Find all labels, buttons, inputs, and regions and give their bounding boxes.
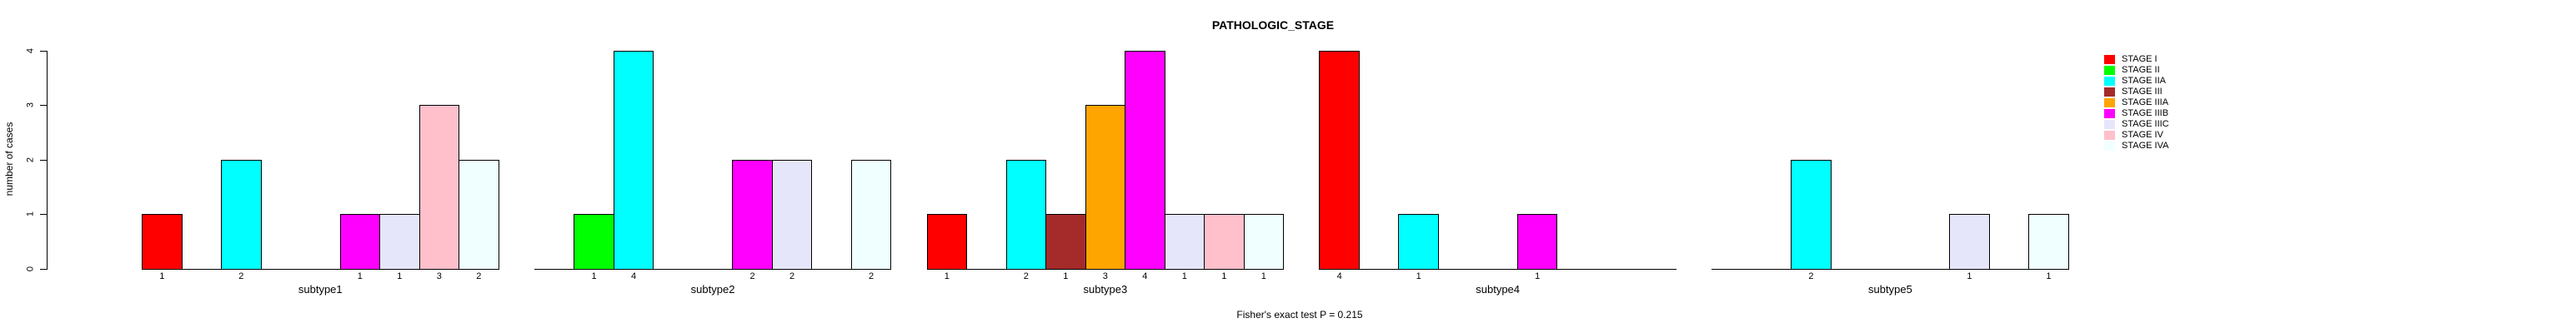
legend-label: STAGE IVA [2122, 141, 2169, 151]
bar [1949, 214, 1990, 270]
legend-swatch [2104, 120, 2115, 129]
bar [1319, 50, 1360, 270]
bar-count-label: 4 [630, 271, 637, 281]
bar [1398, 214, 1439, 270]
legend-label: STAGE II [2122, 65, 2160, 75]
legend-label: STAGE IIA [2122, 76, 2166, 86]
bar [613, 50, 654, 270]
bar [732, 159, 773, 270]
y-tick [40, 269, 47, 270]
bar-count-label: 1 [357, 271, 363, 281]
group-label: subtype5 [1868, 283, 1912, 296]
bar-count-label: 2 [868, 271, 875, 281]
legend-label: STAGE III [2122, 87, 2163, 97]
group-label: subtype1 [298, 283, 343, 296]
bar [574, 214, 614, 270]
bar-count-label: 1 [1181, 271, 1187, 281]
legend-label: STAGE IIIA [2122, 97, 2169, 107]
legend-label: STAGE IIIC [2122, 119, 2169, 129]
y-tick-label: 0 [25, 266, 36, 272]
bar-count-label: 2 [476, 271, 482, 281]
bar-count-label: 2 [789, 271, 795, 281]
y-axis-label: number of cases [3, 122, 15, 196]
legend-label: STAGE IIIB [2122, 108, 2169, 118]
legend-swatch [2104, 142, 2115, 151]
bar-count-label: 4 [1142, 271, 1148, 281]
chart-title: PATHOLOGIC_STAGE [1211, 18, 1335, 32]
bar [850, 159, 892, 270]
bar [221, 159, 262, 270]
legend-swatch [2104, 55, 2115, 64]
bar-count-label: 1 [2046, 271, 2052, 281]
bar-count-label: 1 [1967, 271, 1972, 281]
bar-count-label: 1 [1221, 271, 1227, 281]
y-tick [40, 159, 47, 161]
bar-count-label: 2 [238, 271, 244, 281]
bar [1516, 214, 1558, 270]
bar [1125, 50, 1165, 270]
bar-count-label: 4 [1336, 271, 1342, 281]
y-tick-label: 2 [25, 157, 36, 162]
y-tick-label: 3 [25, 102, 36, 108]
legend-label: STAGE IV [2122, 130, 2163, 140]
bar [142, 214, 183, 270]
x-axis-segment [142, 269, 499, 270]
x-axis-segment [1711, 269, 2069, 270]
bar [2028, 214, 2069, 270]
bar [339, 214, 380, 270]
bar [1085, 105, 1126, 270]
y-tick [40, 105, 47, 107]
bar-count-label: 1 [1535, 271, 1541, 281]
legend-label: STAGE I [2122, 54, 2158, 64]
bar [1045, 214, 1086, 270]
bar-count-label: 1 [1416, 271, 1421, 281]
y-tick [40, 50, 47, 52]
x-axis-segment [1319, 269, 1676, 270]
group-label: subtype3 [1083, 283, 1128, 296]
bar-count-label: 1 [1063, 271, 1069, 281]
bar-count-label: 2 [749, 271, 755, 281]
bar [418, 105, 459, 270]
bar-count-label: 1 [1260, 271, 1266, 281]
x-axis-segment [534, 269, 892, 270]
bar-count-label: 2 [1808, 271, 1814, 281]
bar [1005, 159, 1047, 270]
legend-swatch [2104, 66, 2115, 75]
bar-count-label: 1 [944, 271, 950, 281]
group-label: subtype4 [1476, 283, 1521, 296]
bar [1243, 214, 1285, 270]
bar [459, 159, 499, 270]
bar-count-label: 3 [1102, 271, 1108, 281]
bar [1204, 214, 1245, 270]
legend-swatch [2104, 87, 2115, 97]
bar-count-label: 1 [159, 271, 165, 281]
legend-swatch [2104, 77, 2115, 86]
bar [1164, 214, 1205, 270]
bar-count-label: 2 [1023, 271, 1029, 281]
fisher-test-annotation: Fisher's exact test P = 0.215 [1236, 309, 1363, 321]
group-label: subtype2 [690, 283, 735, 296]
legend-swatch [2104, 131, 2115, 140]
bar-count-label: 1 [591, 271, 597, 281]
bar [1791, 159, 1832, 270]
bar-count-label: 1 [397, 271, 403, 281]
legend-swatch [2104, 109, 2115, 118]
bar [379, 214, 420, 270]
y-tick [40, 214, 47, 216]
bar-count-label: 3 [436, 271, 442, 281]
y-tick-label: 4 [25, 47, 36, 53]
legend-swatch [2104, 98, 2115, 107]
bar [926, 214, 968, 270]
bar [771, 159, 813, 270]
y-tick-label: 1 [25, 211, 36, 217]
y-axis-line [47, 50, 48, 270]
